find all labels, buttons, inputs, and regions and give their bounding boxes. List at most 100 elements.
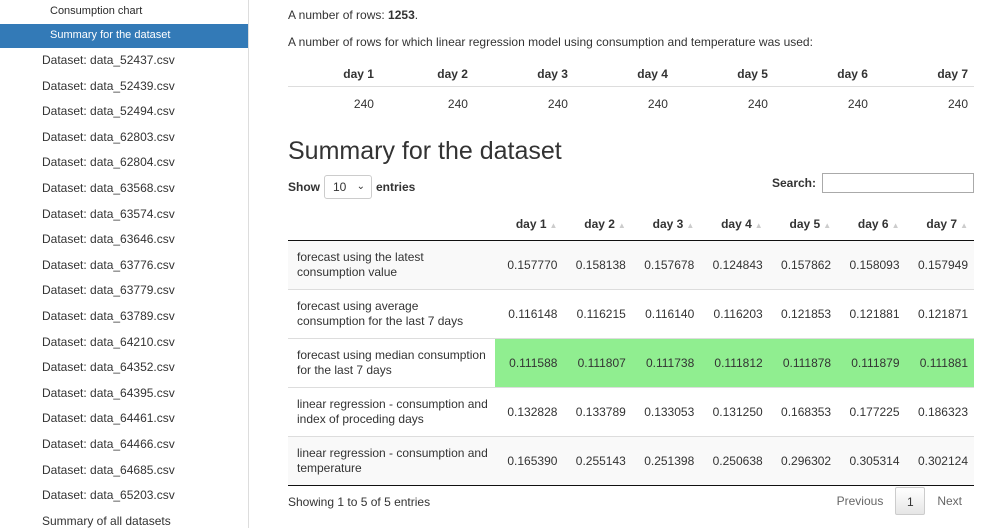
sidebar-item-dataset[interactable]: Dataset: data_64685.csv [42,462,175,477]
value-cell: 0.111807 [563,338,632,388]
reg-header-day-7: day 7 [873,62,974,87]
sort-icon: ▲ [686,220,695,230]
column-header-label: day 2 [584,216,615,231]
column-header-label: day 7 [926,216,958,231]
sort-icon: ▲ [960,220,968,230]
value-cell: 0.305314 [837,436,906,486]
sidebar-item-dataset[interactable]: Dataset: data_63646.csv [42,232,175,247]
value-cell: 0.157770 [495,240,564,290]
regression-count-table: day 1 day 2 day 3 day 4 day 5 day 6 day 7 240 2… [288,62,974,120]
value-cell: 0.158138 [563,240,632,290]
value-cell: 0.157862 [768,240,838,290]
method-cell: linear regression - consumption and inde… [288,387,495,437]
value-cell: 0.132828 [495,387,564,437]
value-cell: 0.124843 [700,240,769,290]
reg-header-day-3: day 3 [473,62,574,87]
sidebar-item-dataset[interactable]: Dataset: data_63776.csv [42,257,175,272]
column-header-method [288,207,495,241]
value-cell: 0.251398 [631,436,701,486]
reg-cell-day-1: 240 [353,96,374,111]
table-row: forecast using median consumption for th… [288,338,974,388]
sidebar-item-dataset[interactable]: Dataset: data_64466.csv [42,436,175,451]
value-cell: 0.186323 [905,387,974,437]
value-cell: 0.177225 [837,387,906,437]
column-header-day-2[interactable]: day 2 ▲ [563,207,632,241]
value-cell: 0.168353 [768,387,838,437]
column-header-day-6[interactable]: day 6 ▲ [837,207,906,241]
sort-icon: ▲ [891,220,900,230]
table-info: Showing 1 to 5 of 5 entries [288,495,431,509]
reg-header-day-4: day 4 [573,62,674,87]
chevron-down-icon: ⌄ [356,181,365,192]
column-header-day-7[interactable]: day 7 ▲ [905,207,974,241]
value-cell: 0.158093 [837,240,906,290]
reg-header-day-6: day 6 [773,62,874,87]
entries-select-value: 10 [333,180,347,194]
column-header-day-3[interactable]: day 3 ▲ [631,207,701,241]
value-cell: 0.131250 [700,387,769,437]
value-cell: 0.116203 [700,289,769,339]
column-header-day-4[interactable]: day 4 ▲ [700,207,769,241]
value-cell: 0.165390 [495,436,564,486]
sidebar-item-dataset[interactable]: Dataset: data_52437.csv [42,53,175,67]
entries-length-control: Show 10 ⌄ entries [288,175,415,199]
sidebar-item-dataset[interactable]: Dataset: data_63789.csv [42,308,175,323]
reg-header-day-1: day 1 [288,62,374,87]
search-label: Search: [771,176,816,190]
search-input[interactable] [822,173,974,193]
value-cell: 0.157949 [905,240,974,290]
value-cell: 0.255143 [563,436,632,486]
value-cell: 0.111588 [495,338,564,388]
sidebar-item-summary-dataset[interactable]: Summary for the dataset [0,24,248,48]
page-1-button[interactable]: 1 [895,487,926,515]
sort-icon: ▲ [549,220,558,230]
entries-select[interactable]: 10 ⌄ [324,175,372,199]
value-cell: 0.133789 [563,387,632,437]
sidebar-item-dataset[interactable]: Dataset: data_62804.csv [42,155,175,170]
column-header-day-1[interactable]: day 1 ▲ [495,207,564,241]
value-cell: 0.302124 [905,436,974,486]
column-header-day-5[interactable]: day 5 ▲ [768,207,838,241]
next-button[interactable]: Next [937,494,962,508]
dataset-list: Dataset: data_52437.csv Dataset: data_524… [0,48,248,509]
column-header-label: day 4 [721,216,752,231]
sort-icon: ▲ [617,220,626,230]
table-row: forecast using the latest consumption va… [288,240,974,290]
sidebar-item-dataset[interactable]: Dataset: data_64210.csv [42,334,175,349]
column-header-label: day 3 [652,216,684,231]
sort-icon: ▲ [823,220,832,230]
sidebar-item-dataset[interactable]: Dataset: data_64461.csv [42,411,175,426]
regression-rows-label: A number of rows for which linear regres… [288,35,813,49]
value-cell: 0.116140 [631,289,701,339]
sidebar-item-dataset[interactable]: Dataset: data_63568.csv [42,180,175,195]
rows-count-line: A number of rows: 1253. [288,8,418,22]
table-row: linear regression - consumption and temp… [288,436,974,486]
method-cell: forecast using average consumption for t… [288,289,495,339]
sidebar-item-summary-all[interactable]: Summary of all datasets [42,513,171,528]
method-cell: linear regression - consumption and temp… [288,436,495,486]
sidebar-item-dataset[interactable]: Dataset: data_63574.csv [42,206,175,221]
column-header-label: day 1 [515,216,547,231]
method-cell: forecast using the latest consumption va… [288,240,495,290]
reg-cell-day-2: 240 [447,96,468,111]
value-cell: 0.250638 [700,436,769,486]
sidebar-item-dataset[interactable]: Dataset: data_64352.csv [42,360,175,375]
sidebar-item-dataset[interactable]: Dataset: data_62803.csv [42,129,175,144]
previous-button[interactable]: Previous [836,494,884,508]
value-cell: 0.111878 [768,338,838,388]
sidebar-item-dataset[interactable]: Dataset: data_64395.csv [42,385,175,400]
sidebar-item-consumption-chart[interactable]: Consumption chart [50,5,143,17]
sidebar-item-dataset[interactable]: Dataset: data_65203.csv [42,488,175,503]
rows-count-suffix: . [414,8,419,22]
show-label: Show [288,180,320,194]
page-title: Summary for the dataset [288,137,562,165]
sidebar-item-dataset[interactable]: Dataset: data_63779.csv [42,283,175,298]
sidebar-item-dataset[interactable]: Dataset: data_52439.csv [42,78,175,93]
value-cell: 0.121881 [837,289,906,339]
value-cell: 0.121871 [905,289,974,339]
method-cell: forecast using median consumption for th… [288,338,495,388]
value-cell: 0.111812 [700,338,769,388]
sort-icon: ▲ [754,220,763,230]
reg-cell-day-7: 240 [947,96,968,111]
sidebar-item-dataset[interactable]: Dataset: data_52494.csv [42,104,175,119]
